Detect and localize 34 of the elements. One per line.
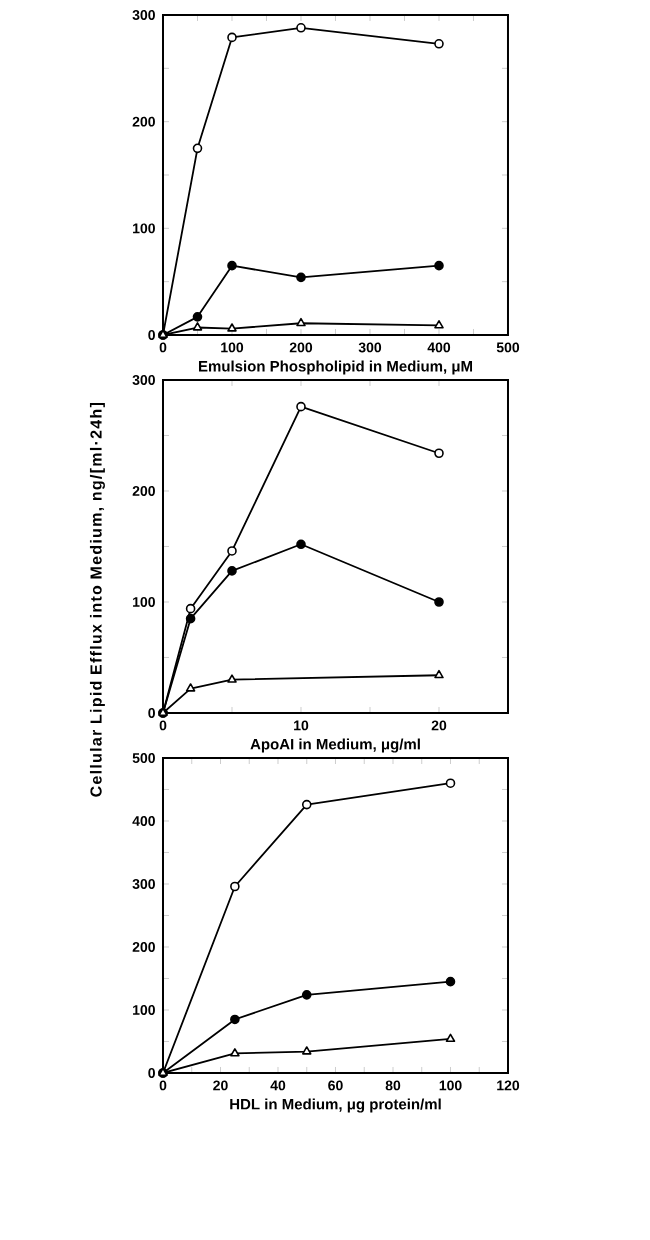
x-tick-label: 500 [496, 342, 520, 353]
x-tick-label: 120 [497, 1080, 520, 1091]
y-tick-label: 300 [132, 375, 155, 385]
x-tick-label: 10 [294, 720, 309, 731]
x-tick-label: 20 [213, 1080, 228, 1091]
y-tick-label: 400 [132, 816, 155, 826]
x-axis-title: HDL in Medium, μg protein/ml [230, 1098, 441, 1113]
y-tick-label: 200 [132, 942, 155, 952]
x-tick-label: 100 [439, 1080, 462, 1091]
x-axis-title: ApoAI in Medium, μg/ml [250, 738, 420, 753]
x-tick-label: 200 [289, 342, 313, 353]
y-tick-label: 100 [133, 1005, 155, 1015]
x-tick-label: 40 [270, 1080, 286, 1091]
x-tick-label: 0 [159, 1080, 167, 1091]
x-tick-label: 60 [328, 1080, 343, 1091]
y-tick-label: 200 [132, 116, 155, 127]
y-axis-title: Cellular Lipid Efflux into Medium, ng/[ml·24h] [89, 403, 105, 797]
x-tick-label: 0 [159, 720, 167, 731]
x-tick-label: 100 [221, 342, 244, 353]
x-tick-label: 300 [358, 342, 382, 353]
y-tick-label: 100 [133, 223, 155, 234]
x-tick-label: 0 [159, 342, 167, 353]
y-tick-label: 300 [132, 879, 155, 889]
y-tick-label: 200 [132, 486, 155, 496]
y-tick-label: 100 [133, 597, 155, 607]
x-axis-title: Emulsion Phospholipid in Medium, μM [198, 360, 473, 375]
y-tick-label: 300 [132, 10, 155, 20]
y-tick-label: 500 [132, 753, 155, 763]
y-tick-label: 0 [148, 1068, 155, 1078]
x-tick-label: 80 [385, 1080, 401, 1091]
x-tick-label: 400 [427, 342, 451, 353]
y-tick-label: 0 [148, 330, 155, 340]
x-tick-label: 20 [431, 720, 447, 731]
y-tick-label: 0 [148, 708, 155, 718]
